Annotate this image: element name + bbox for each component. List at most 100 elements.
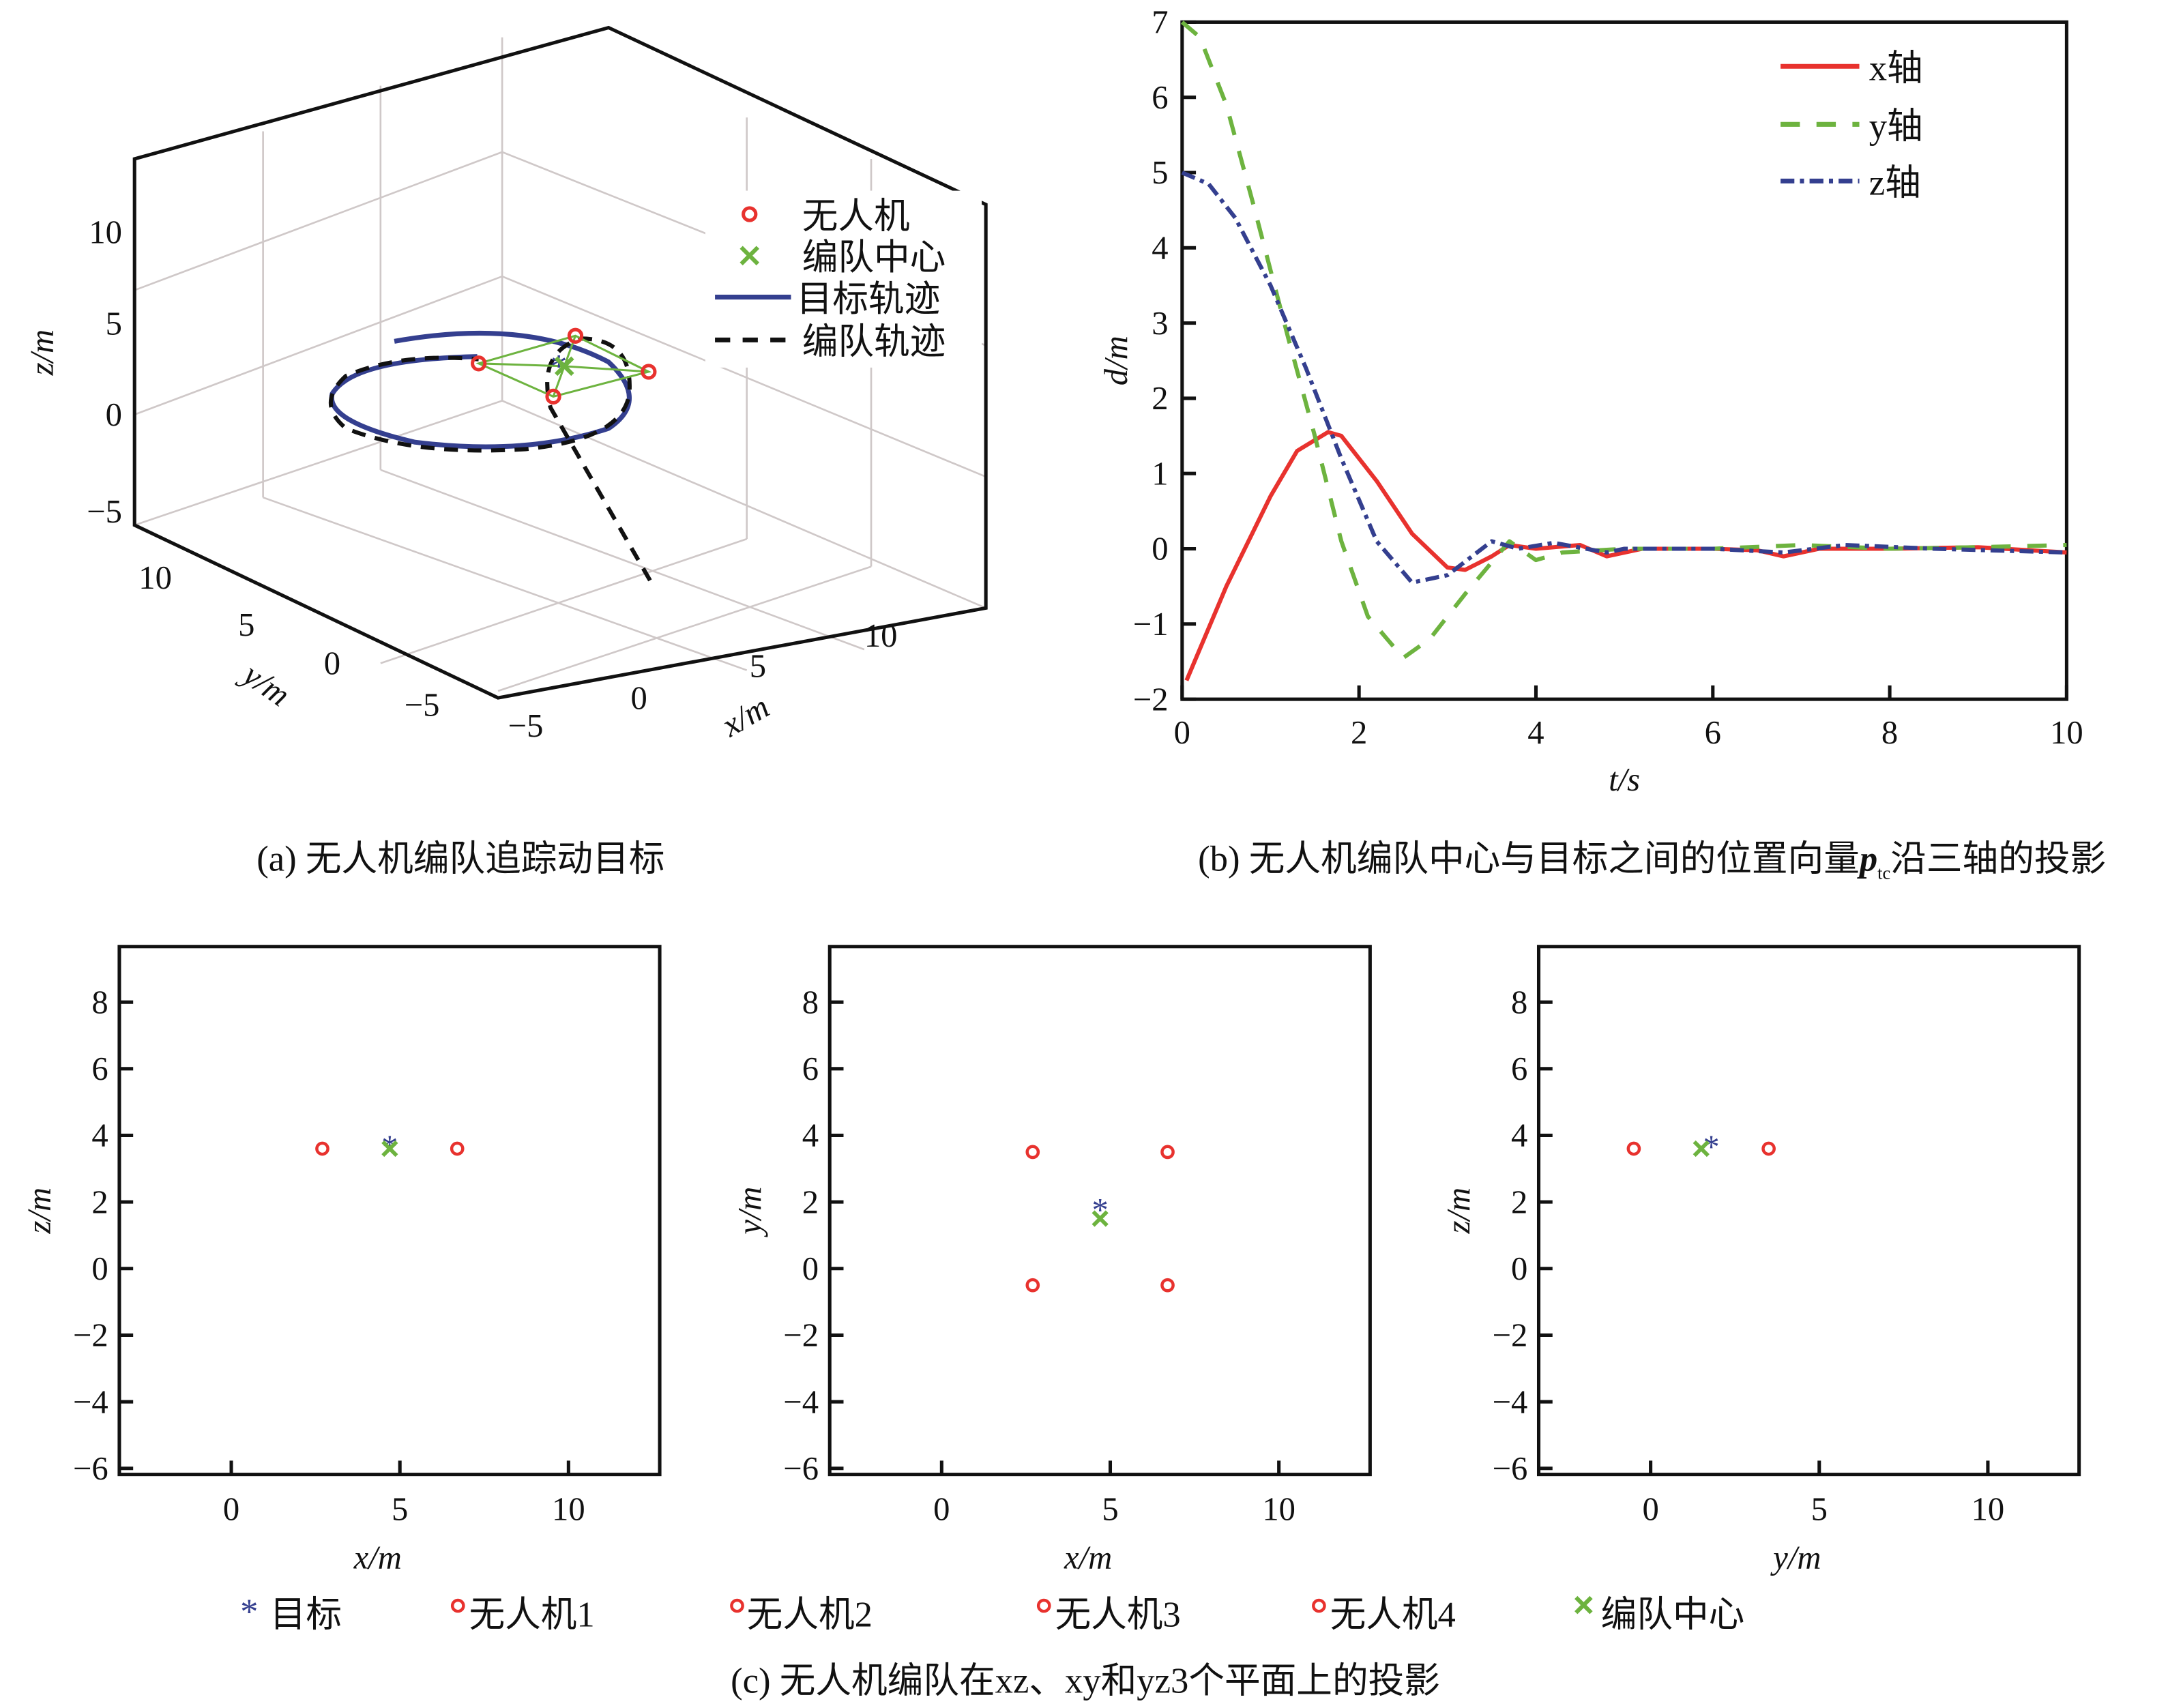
x-tick-label: 10 xyxy=(552,1490,585,1527)
x-tick-label: 2 xyxy=(1351,714,1367,751)
tick-label: 0 xyxy=(631,679,647,716)
uav-marker xyxy=(1025,1145,1040,1160)
legend-label: 编队轨迹 xyxy=(802,323,946,362)
series-line-y xyxy=(1180,20,2067,660)
y-tick-label: 4 xyxy=(1511,1117,1527,1154)
y-tick-label: −6 xyxy=(1493,1450,1528,1487)
y-tick-label: −2 xyxy=(783,1317,819,1354)
y-tick-label: 2 xyxy=(1152,380,1168,417)
plot-frame xyxy=(827,945,1372,1477)
center-marker xyxy=(1092,1210,1109,1227)
y-tick-label: 7 xyxy=(1152,4,1168,41)
legend-label: 目标 xyxy=(270,1595,342,1634)
x-tick-label: 6 xyxy=(1705,714,1721,751)
x-axis-label: t/s xyxy=(1609,761,1640,798)
y-axis-label: z/m xyxy=(21,1188,58,1235)
caption-c: (c) 无人机编队在xz、xy和yz3个平面上的投影 xyxy=(731,1662,1440,1701)
y-tick-label: 2 xyxy=(802,1183,819,1220)
y-tick-label: 6 xyxy=(1152,79,1168,116)
tick-label: 5 xyxy=(750,648,766,685)
target-trajectory xyxy=(329,330,632,450)
tick-label: −5 xyxy=(508,707,544,744)
x-tick-label: 5 xyxy=(1811,1490,1828,1527)
legend-label: x轴 xyxy=(1869,49,1923,89)
uav-marker xyxy=(1160,1145,1175,1160)
y-axis-label: d/m xyxy=(1098,336,1134,385)
z-ticks: 10 5 0 −5 10 5 0 −5 −5 0 5 10 xyxy=(87,214,897,744)
y-tick-label: −4 xyxy=(783,1383,819,1420)
legend-label: 编队中心 xyxy=(802,238,946,278)
uav-markers-3d xyxy=(471,327,657,405)
x-tick-label: 0 xyxy=(223,1490,239,1527)
uav-marker xyxy=(1160,1278,1175,1293)
legend-label: 无人机 xyxy=(802,196,910,236)
center-marker xyxy=(1693,1140,1710,1158)
caption-b: (b) 无人机编队中心与目标之间的位置向量ptc沿三轴的投影 xyxy=(1198,839,2106,883)
formation-trajectory xyxy=(329,336,652,582)
y-tick-label: 8 xyxy=(802,984,819,1020)
x-tick-label: 10 xyxy=(1972,1490,2005,1527)
legend-c: * 目标 无人机1 无人机2 无人机3 无人机4 编队中心 xyxy=(240,1592,1744,1634)
caption-a: (a) 无人机编队追踪动目标 xyxy=(257,839,664,879)
x-tick-label: 5 xyxy=(1102,1490,1118,1527)
y-tick-label: 2 xyxy=(1511,1183,1527,1220)
tick-label: 0 xyxy=(324,645,340,682)
legend-label: 目标轨迹 xyxy=(797,280,941,319)
x-tick-label: 4 xyxy=(1527,714,1544,751)
x-tick-label: 0 xyxy=(1642,1490,1658,1527)
y-tick-label: 8 xyxy=(91,984,108,1020)
tick-label: 10 xyxy=(864,617,898,654)
uav-marker xyxy=(1761,1141,1776,1156)
y-tick-label: 6 xyxy=(802,1050,819,1087)
y-tick-label: −6 xyxy=(73,1450,108,1487)
y-tick-label: −4 xyxy=(1493,1383,1528,1420)
legend-label: y轴 xyxy=(1869,107,1923,147)
y-tick-label: 4 xyxy=(1152,230,1168,267)
y-tick-label: 2 xyxy=(91,1183,108,1220)
tick-label: 10 xyxy=(89,214,122,251)
uav-marker xyxy=(1025,1278,1040,1293)
x-tick-label: 10 xyxy=(1262,1490,1295,1527)
y-tick-label: −4 xyxy=(73,1383,108,1420)
target-marker: * xyxy=(1703,1128,1719,1165)
x-axis-label: x/m xyxy=(353,1539,402,1576)
x-axis-label: x/m xyxy=(1064,1539,1112,1576)
y-tick-label: 0 xyxy=(91,1250,108,1287)
y-tick-label: 1 xyxy=(1152,455,1168,492)
y-tick-label: 0 xyxy=(1511,1250,1527,1287)
svg-text:*: * xyxy=(240,1592,258,1632)
uav-marker xyxy=(1626,1141,1641,1156)
series-line-z xyxy=(1181,171,2067,585)
y-tick-label: 8 xyxy=(1511,984,1527,1020)
x-tick-label: 0 xyxy=(1174,714,1190,751)
legend-label: 无人机2 xyxy=(747,1595,873,1634)
center-marker-3d xyxy=(554,356,574,377)
x-axis-label: x/m xyxy=(715,688,776,744)
panel-a-3d-plot: 10 5 0 −5 10 5 0 −5 −5 0 5 10 z/m y/m x/… xyxy=(24,25,988,879)
y-tick-label: −6 xyxy=(783,1450,819,1487)
legend-label: 编队中心 xyxy=(1601,1595,1745,1634)
y-tick-label: 4 xyxy=(802,1117,819,1154)
y-tick-label: 6 xyxy=(1511,1050,1527,1087)
legend-b: x轴 y轴 z轴 xyxy=(1781,49,1923,203)
y-tick-label: 6 xyxy=(91,1050,108,1087)
y-axis-label: y/m xyxy=(731,1187,768,1238)
projection-plot-yz: 0 5 10 8 6 4 2 0 −2 −4 −6 y/m z/m * xyxy=(1440,945,2081,1576)
plot-frame xyxy=(1180,20,2068,701)
plot-frame xyxy=(117,945,662,1477)
y-axis-label: y/m xyxy=(233,654,297,713)
uav-marker xyxy=(450,1141,465,1156)
y-tick-label: −2 xyxy=(1133,681,1169,718)
panel-c-projections: 0 5 10 8 6 4 2 0 −2 −4 −6 x/m z/m * 0 5 10 8 6 4 2 0 −2 −4 −6 x/m… xyxy=(21,945,2081,1576)
y-tick-label: 0 xyxy=(802,1250,819,1287)
axes-box-3d xyxy=(132,25,988,700)
y-tick-label: 5 xyxy=(1152,154,1168,191)
legend-label: 无人机1 xyxy=(469,1595,594,1634)
y-tick-label: 3 xyxy=(1152,305,1168,342)
tick-label: 0 xyxy=(106,396,122,433)
z-axis-label: z/m xyxy=(24,329,61,377)
x-tick-label: 10 xyxy=(2050,714,2083,751)
